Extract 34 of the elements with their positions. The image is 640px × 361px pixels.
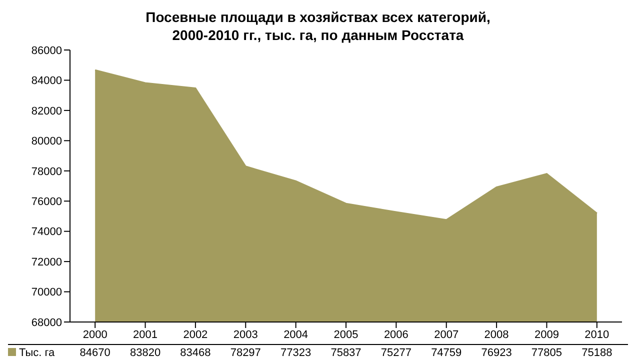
data-label: 83820 [130, 347, 161, 359]
y-tick-label: 80000 [31, 136, 62, 148]
x-tick-label: 2003 [233, 328, 258, 341]
y-tick-label: 74000 [31, 226, 62, 238]
y-tick-label: 84000 [31, 75, 62, 88]
x-tick-label: 2005 [334, 328, 358, 341]
data-label: 75277 [380, 347, 412, 359]
x-tick-label: 2009 [534, 328, 559, 341]
x-tick-label: 2002 [183, 328, 208, 341]
y-tick-label: 86000 [31, 44, 62, 57]
data-label: 83468 [180, 347, 211, 359]
y-tick-label: 76000 [31, 196, 62, 208]
y-tick-label: 82000 [31, 105, 62, 118]
y-tick-label: 72000 [31, 256, 62, 268]
data-label: 77323 [280, 347, 312, 359]
data-label: 76923 [481, 347, 512, 359]
data-label: 75837 [330, 347, 362, 359]
y-tick-label: 68000 [31, 316, 62, 329]
data-label: 74759 [431, 347, 462, 359]
legend-label: Тыс. га [18, 347, 55, 359]
data-label: 84670 [80, 347, 110, 359]
x-tick-label: 2001 [133, 328, 158, 341]
x-tick-label: 2004 [284, 328, 308, 341]
chart-title: Посевные площади в хозяйствах всех категорий, 2000-2010 гг., тыс. га, по данным Росстата [144, 8, 492, 44]
data-label: 77805 [531, 347, 562, 359]
y-tick-label: 78000 [31, 166, 62, 178]
data-label: 78297 [230, 347, 261, 359]
x-tick-label: 2008 [484, 328, 509, 341]
y-tick-label: 70000 [31, 286, 62, 299]
x-tick-label: 2006 [384, 328, 408, 341]
x-tick-label: 2000 [82, 328, 108, 341]
x-tick-label: 2010 [584, 328, 610, 341]
data-label: 75188 [582, 347, 612, 359]
x-tick-label: 2007 [434, 328, 459, 341]
